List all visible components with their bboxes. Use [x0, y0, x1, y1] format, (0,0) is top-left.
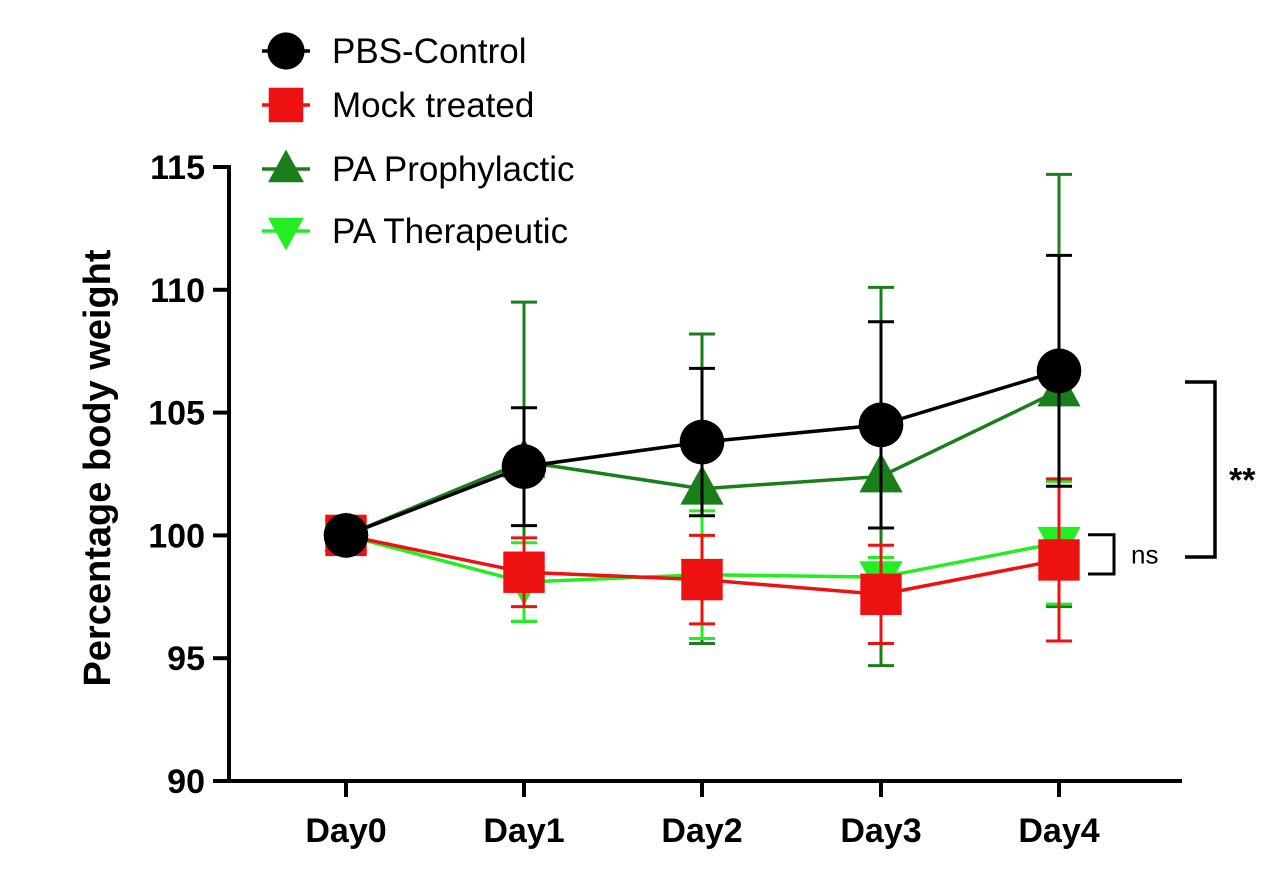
x-axis-ticks: Day0 Day1 Day2 Day3 Day4 — [305, 781, 1100, 850]
data-point — [860, 573, 902, 616]
legend-label: PA Prophylactic — [332, 150, 575, 189]
axes — [227, 165, 1182, 783]
y-tick-label: 90 — [167, 763, 205, 801]
series-pbs-control — [323, 253, 1082, 558]
legend-marker — [268, 217, 304, 251]
y-axis-label: Percentage body weight — [77, 249, 119, 686]
y-tick-label: 100 — [148, 517, 205, 555]
legend-item-pa-prophylactic: PA Prophylactic — [262, 149, 575, 189]
data-point — [503, 551, 545, 593]
data-point — [1038, 539, 1080, 581]
y-tick-label: 105 — [148, 395, 205, 433]
ns-bracket — [1088, 533, 1116, 576]
significance-label: ** — [1229, 462, 1256, 500]
x-tick-label: Day0 — [305, 812, 386, 850]
significance-bracket — [1185, 380, 1217, 559]
data-point — [679, 419, 725, 465]
significance-annotations: ns ** — [1088, 380, 1256, 576]
legend-item-mock-treated: Mock treated — [262, 86, 534, 125]
x-tick-label: Day2 — [661, 812, 742, 850]
legend-marker — [268, 87, 304, 123]
data-point — [323, 513, 369, 558]
data-point — [501, 444, 547, 489]
legend-label: PBS-Control — [332, 32, 527, 71]
legend-item-pbs-control: PBS-Control — [262, 32, 527, 71]
y-tick-label: 115 — [150, 149, 205, 187]
x-tick-label: Day3 — [840, 812, 921, 850]
data-point — [681, 558, 723, 601]
legend-item-pa-therapeutic: PA Therapeutic — [262, 212, 568, 251]
data-point — [858, 402, 904, 448]
data-point — [1036, 348, 1082, 394]
legend-label: PA Therapeutic — [332, 212, 568, 251]
y-tick-label: 95 — [167, 640, 205, 678]
ns-label: ns — [1131, 539, 1158, 569]
x-tick-label: Day1 — [483, 812, 564, 850]
x-tick-label: Day4 — [1018, 812, 1099, 850]
y-axis-ticks: 90 95 100 105 110 115 — [148, 149, 229, 801]
y-tick-label: 110 — [150, 272, 205, 310]
legend-marker — [268, 149, 304, 183]
legend-marker — [267, 32, 305, 70]
series-layer — [323, 172, 1082, 668]
legend-label: Mock treated — [332, 86, 534, 125]
legend: PBS-Control Mock treated PA Prophylactic PA… — [262, 32, 575, 251]
